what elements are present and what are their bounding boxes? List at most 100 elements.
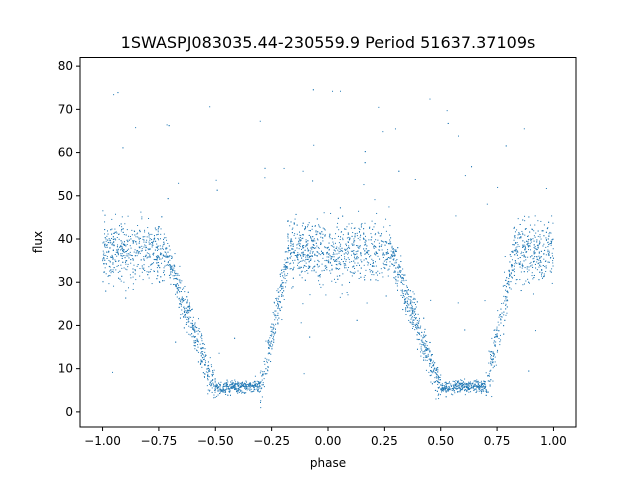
data-point [164, 274, 166, 276]
data-point [297, 254, 299, 256]
data-point [488, 375, 490, 377]
data-point [320, 250, 322, 252]
data-point [209, 383, 211, 385]
data-point [520, 261, 522, 263]
data-point [450, 385, 452, 387]
data-point [273, 301, 275, 303]
data-point [410, 300, 412, 302]
data-point [530, 249, 532, 251]
data-point [231, 382, 233, 384]
data-point [426, 355, 428, 357]
data-point [304, 264, 306, 266]
data-point [356, 319, 358, 321]
data-point [423, 342, 425, 344]
data-point [109, 261, 111, 263]
data-point [381, 233, 383, 235]
data-point [220, 381, 222, 383]
data-point [496, 334, 498, 336]
data-point [366, 302, 368, 304]
data-point [401, 289, 403, 291]
data-point [437, 381, 439, 383]
data-point [356, 245, 357, 247]
data-point [289, 250, 291, 252]
data-point [523, 283, 525, 285]
data-point [371, 265, 373, 267]
data-point [230, 387, 232, 389]
data-point [513, 268, 515, 270]
data-point [499, 314, 501, 316]
data-point [173, 284, 175, 286]
data-point [122, 250, 124, 252]
data-point [271, 331, 273, 333]
data-point [287, 258, 289, 260]
data-point [234, 384, 236, 386]
data-point [411, 321, 413, 323]
data-point [345, 267, 347, 269]
data-point [194, 336, 196, 338]
data-point [521, 267, 523, 269]
data-point [381, 272, 383, 274]
data-point [377, 270, 379, 272]
data-point [283, 271, 285, 273]
data-point [412, 298, 414, 300]
data-point [481, 387, 483, 389]
data-point [207, 361, 209, 363]
data-point [546, 228, 548, 230]
data-point [103, 256, 105, 258]
data-point [498, 316, 500, 318]
data-point [311, 246, 313, 248]
data-point [201, 359, 203, 361]
data-point [240, 389, 242, 391]
data-point [285, 251, 287, 253]
data-point [237, 390, 239, 392]
data-point [468, 391, 470, 393]
data-point [271, 340, 273, 342]
data-point [492, 361, 494, 363]
data-point [281, 280, 283, 282]
data-point [385, 230, 387, 232]
data-point [193, 329, 195, 331]
data-point [547, 242, 549, 244]
data-point [175, 341, 177, 343]
data-point [194, 325, 196, 327]
data-point [448, 382, 450, 384]
data-point [119, 270, 121, 272]
data-point [165, 237, 167, 239]
data-point [296, 256, 298, 258]
data-point [425, 349, 427, 351]
data-point [227, 387, 229, 389]
data-point [162, 247, 164, 249]
data-point [116, 232, 118, 234]
data-point [207, 374, 209, 376]
data-point [279, 286, 281, 288]
data-point [411, 316, 413, 318]
data-point [484, 383, 486, 385]
data-point [345, 252, 347, 254]
data-point [456, 386, 458, 387]
data-point [417, 326, 419, 328]
data-point [143, 267, 145, 269]
data-point [118, 233, 120, 235]
data-point [109, 266, 111, 268]
data-point [308, 230, 310, 232]
data-point [372, 270, 374, 272]
data-point [506, 296, 508, 298]
data-point [342, 215, 344, 217]
data-point [548, 261, 550, 263]
data-point [210, 383, 212, 385]
data-point [345, 228, 347, 230]
data-point [229, 384, 231, 386]
data-point [177, 278, 179, 280]
data-point [290, 255, 292, 257]
data-point [495, 345, 496, 347]
data-point [222, 391, 224, 393]
data-point [424, 340, 426, 342]
data-point [481, 391, 483, 393]
data-point [457, 387, 459, 389]
data-point [271, 348, 273, 350]
data-point [440, 388, 442, 390]
data-point [518, 245, 520, 247]
data-point [517, 218, 519, 220]
data-point [286, 266, 288, 268]
data-point [126, 253, 128, 255]
